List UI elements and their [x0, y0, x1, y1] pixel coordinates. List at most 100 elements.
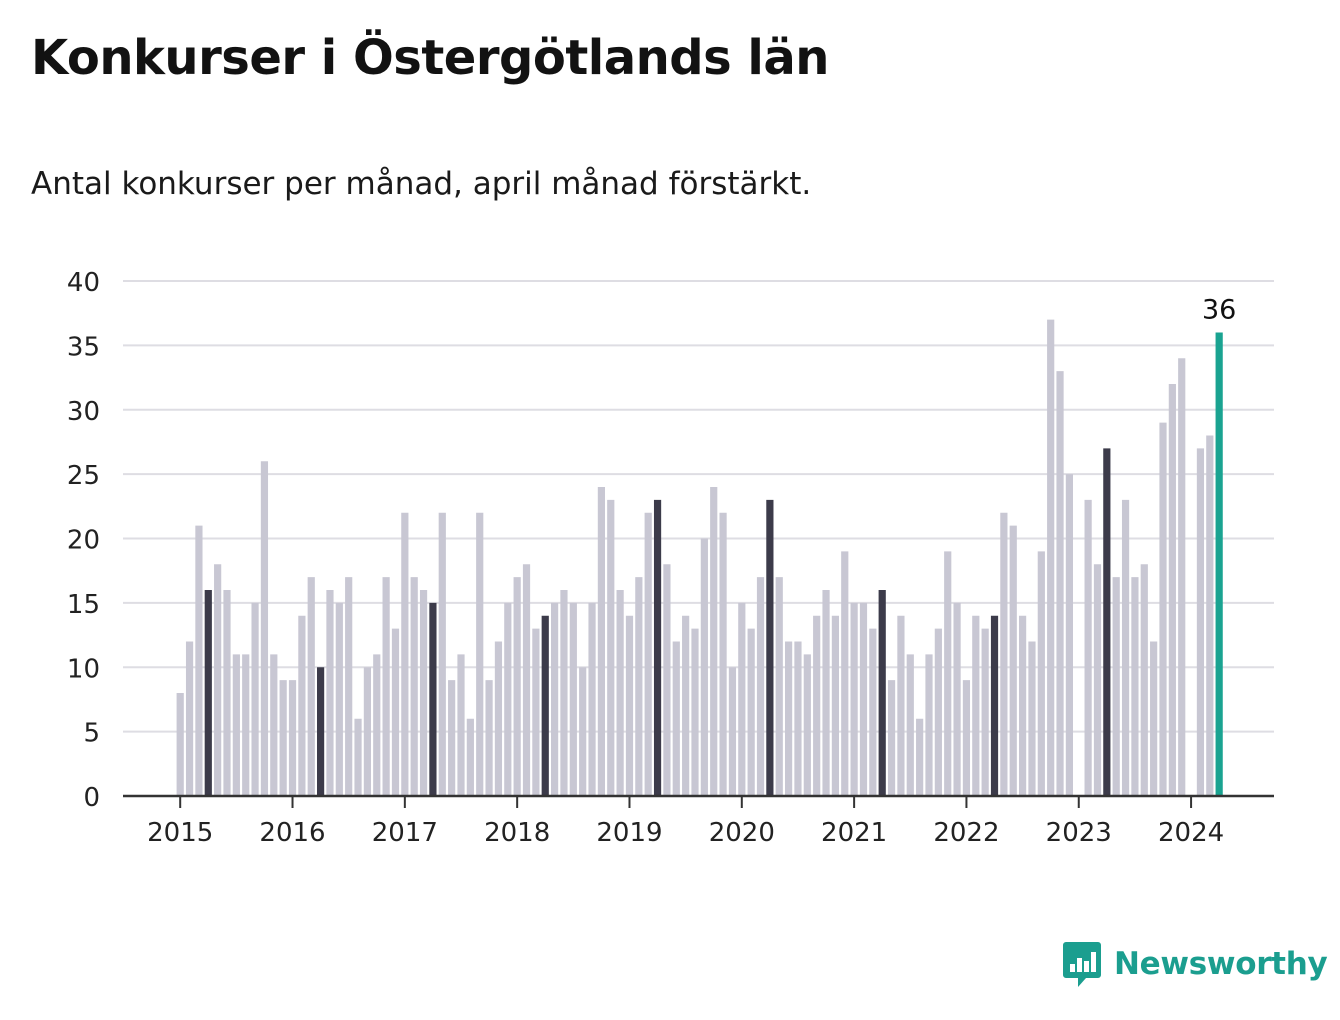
chart-subtitle: Antal konkurser per månad, april månad f… — [31, 166, 812, 202]
bar — [859, 602, 868, 797]
bar — [682, 615, 690, 796]
bar — [597, 487, 605, 796]
bar — [232, 654, 240, 797]
bar — [916, 718, 924, 796]
y-tick-label: 10 — [67, 654, 100, 684]
bar — [635, 577, 643, 797]
x-tick-label: 2022 — [933, 818, 999, 848]
bar — [438, 512, 446, 796]
x-tick-label: 2021 — [821, 818, 887, 848]
bar — [532, 628, 540, 797]
bar — [1140, 564, 1148, 796]
latest-value-label: 36 — [1202, 295, 1236, 326]
bar — [710, 487, 718, 796]
x-tick-label: 2020 — [709, 818, 775, 848]
bar — [494, 641, 503, 796]
bar — [419, 590, 428, 796]
bar — [279, 680, 287, 797]
bar — [176, 693, 184, 796]
bar — [1084, 499, 1092, 797]
bar — [925, 654, 933, 797]
bar — [1206, 435, 1214, 796]
bar — [476, 512, 484, 796]
x-tick-label: 2017 — [372, 818, 438, 848]
bar — [298, 615, 306, 796]
bar — [204, 590, 212, 796]
x-tick-label: 2019 — [596, 818, 662, 848]
bar — [990, 615, 999, 796]
bar — [485, 680, 493, 797]
bar — [625, 615, 634, 796]
bar — [363, 667, 371, 796]
bar — [391, 628, 400, 797]
bar — [672, 641, 680, 796]
bar — [1047, 319, 1055, 797]
bar — [944, 551, 952, 797]
bar — [251, 602, 259, 797]
bar — [747, 628, 755, 797]
bar — [1112, 577, 1120, 797]
bar — [1121, 499, 1130, 797]
bar — [934, 628, 942, 797]
bar — [719, 512, 727, 796]
bar — [869, 628, 877, 797]
bar — [897, 615, 905, 796]
x-tick-label: 2024 — [1158, 818, 1224, 848]
bar — [242, 654, 250, 797]
bar — [345, 577, 353, 797]
bar-chart: 0 5 10 15 20 25 30 35 40 36 2015 2016 2017 2018 2019 20… — [67, 268, 1274, 848]
bar — [504, 602, 512, 797]
bar — [785, 641, 793, 796]
x-tick-label: 2015 — [147, 818, 213, 848]
bar — [607, 499, 615, 797]
bar — [466, 718, 474, 796]
bar — [560, 590, 568, 796]
bar — [1056, 371, 1064, 797]
chart-title: Konkurser i Östergötlands län — [31, 30, 829, 86]
bar — [653, 499, 662, 797]
bar — [541, 615, 549, 796]
bar — [1093, 564, 1102, 796]
bar — [410, 577, 418, 797]
bar — [214, 564, 222, 796]
y-tick-label: 40 — [67, 268, 100, 298]
bar — [1000, 512, 1008, 796]
bar — [981, 628, 989, 797]
bar — [766, 499, 774, 797]
bar — [382, 577, 390, 797]
bar — [429, 602, 437, 797]
bar — [1178, 358, 1186, 796]
bar — [1009, 525, 1017, 797]
bar — [288, 680, 297, 797]
bar — [822, 590, 830, 796]
bar — [522, 564, 531, 796]
bar — [953, 602, 961, 797]
bar — [794, 641, 802, 796]
bar — [195, 525, 203, 797]
bar — [906, 654, 914, 797]
bar — [803, 654, 811, 797]
bar — [841, 551, 849, 797]
bar — [850, 602, 858, 797]
bar — [663, 564, 671, 796]
bar — [1131, 577, 1139, 797]
bar — [972, 615, 980, 796]
bar — [223, 590, 231, 796]
bar — [831, 615, 839, 796]
bar — [1215, 332, 1223, 796]
bar — [756, 577, 765, 797]
bar — [1037, 551, 1045, 797]
axes — [123, 794, 1274, 808]
x-tick-label: 2016 — [259, 818, 325, 848]
bar — [354, 718, 362, 796]
bar-chart-speech-bubble-icon — [1063, 942, 1101, 987]
bar — [644, 512, 652, 796]
y-tick-label: 35 — [67, 332, 100, 362]
bar — [307, 577, 315, 797]
y-tick-label: 20 — [67, 526, 100, 556]
grid-lines — [123, 280, 1274, 733]
bar — [1196, 448, 1205, 797]
y-tick-label: 5 — [83, 719, 100, 749]
y-tick-label: 15 — [67, 590, 100, 620]
bar — [1150, 641, 1158, 796]
